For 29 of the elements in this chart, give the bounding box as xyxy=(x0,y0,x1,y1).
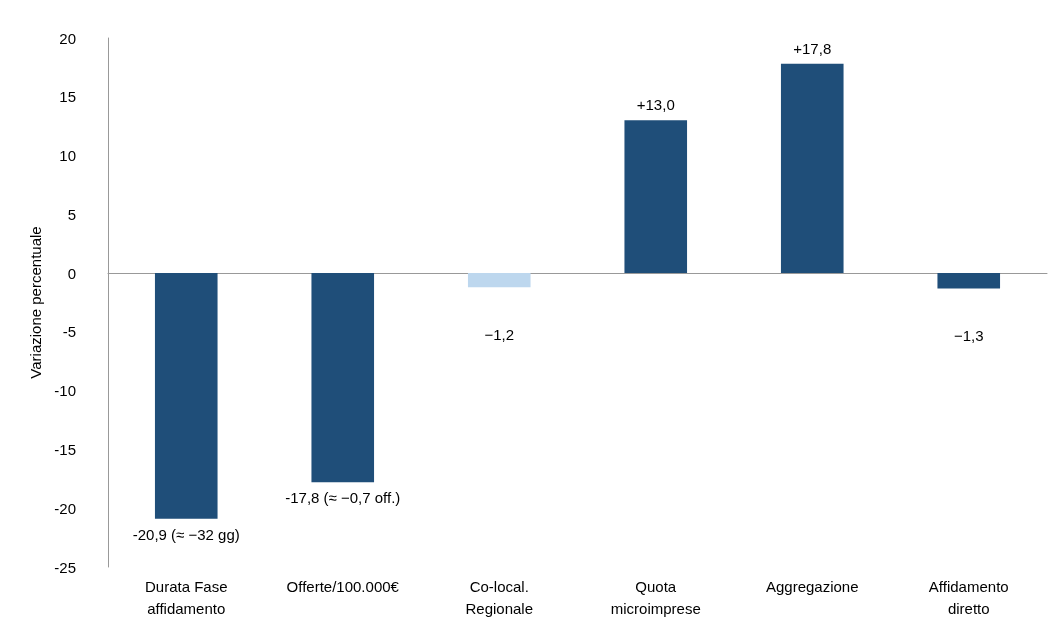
bar xyxy=(624,120,688,274)
y-tick-label: -10 xyxy=(54,382,76,400)
x-tick-label: Co-local. Regionale xyxy=(465,577,534,617)
y-tick-label: 15 xyxy=(59,88,76,106)
data-label: -20,9 (≈ −32 gg) xyxy=(132,525,240,543)
y-tick-label: 5 xyxy=(67,205,76,223)
x-tick-label: Durata Fase affidamento xyxy=(144,577,228,617)
y-tick-label: -15 xyxy=(54,440,76,458)
y-tick-label: 10 xyxy=(59,147,76,165)
bar xyxy=(311,273,375,483)
bar xyxy=(780,63,844,274)
y-axis-title: Variazione percentuale xyxy=(27,226,45,379)
data-label: +13,0 xyxy=(636,96,675,114)
data-label: −1,3 xyxy=(953,327,984,345)
data-label: +17,8 xyxy=(793,39,832,57)
x-tick-label: Quota microimprese xyxy=(610,577,701,617)
y-tick-label: -20 xyxy=(54,499,76,517)
data-label: −1,2 xyxy=(484,326,515,344)
y-tick-label: 20 xyxy=(59,29,76,47)
x-tick-label: Aggregazione xyxy=(765,577,859,595)
y-tick-label: -5 xyxy=(62,323,76,341)
bar xyxy=(467,273,531,288)
y-tick-label: 0 xyxy=(67,264,76,282)
data-label: -17,8 (≈ −0,7 off.) xyxy=(285,489,401,507)
x-tick-label: Affidamento diretto xyxy=(928,577,1009,617)
bar xyxy=(937,273,1001,289)
y-tick-label: -25 xyxy=(54,558,76,576)
x-tick-label: Offerte/100.000€ xyxy=(286,577,400,595)
bar xyxy=(154,273,218,519)
